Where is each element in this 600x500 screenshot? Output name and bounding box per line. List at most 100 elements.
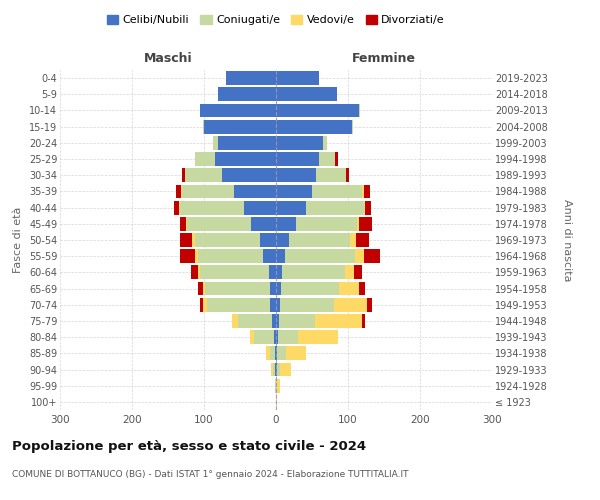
- Bar: [179, 250, 196, 263]
- Bar: [358, 217, 359, 230]
- Bar: [179, 217, 186, 230]
- Bar: [338, 282, 359, 296]
- Bar: [200, 104, 276, 118]
- Bar: [276, 120, 352, 134]
- Text: Maschi: Maschi: [143, 52, 193, 65]
- Bar: [182, 184, 234, 198]
- Bar: [276, 88, 337, 101]
- Bar: [193, 233, 196, 247]
- Bar: [260, 233, 276, 247]
- Bar: [180, 200, 244, 214]
- Bar: [212, 136, 218, 149]
- Bar: [354, 266, 362, 280]
- Bar: [280, 298, 334, 312]
- Bar: [215, 152, 276, 166]
- Bar: [284, 250, 355, 263]
- Bar: [362, 184, 364, 198]
- Bar: [289, 233, 350, 247]
- Bar: [334, 298, 367, 312]
- Bar: [251, 217, 276, 230]
- Bar: [276, 330, 278, 344]
- Bar: [218, 136, 276, 149]
- Bar: [335, 152, 338, 166]
- Bar: [276, 217, 296, 230]
- Bar: [281, 282, 338, 296]
- Bar: [263, 250, 276, 263]
- Bar: [276, 71, 319, 85]
- Bar: [277, 346, 286, 360]
- Bar: [276, 298, 280, 312]
- Bar: [186, 217, 187, 230]
- Bar: [276, 152, 319, 166]
- Bar: [196, 233, 260, 247]
- Bar: [352, 120, 353, 134]
- Bar: [355, 250, 364, 263]
- Bar: [232, 314, 238, 328]
- Bar: [323, 136, 327, 149]
- Text: Popolazione per età, sesso e stato civile - 2024: Popolazione per età, sesso e stato civil…: [12, 440, 366, 453]
- Bar: [179, 233, 193, 247]
- Legend: Celibi/Nubili, Coniugati/e, Vedovi/e, Divorziati/e: Celibi/Nubili, Coniugati/e, Vedovi/e, Di…: [103, 10, 449, 30]
- Bar: [271, 362, 273, 376]
- Bar: [364, 250, 380, 263]
- Bar: [276, 104, 359, 118]
- Bar: [197, 266, 200, 280]
- Bar: [364, 200, 365, 214]
- Bar: [286, 346, 306, 360]
- Bar: [276, 200, 306, 214]
- Bar: [174, 200, 179, 214]
- Bar: [276, 266, 282, 280]
- Bar: [270, 298, 276, 312]
- Bar: [276, 395, 277, 409]
- Bar: [203, 120, 204, 134]
- Bar: [203, 298, 207, 312]
- Bar: [185, 168, 222, 182]
- Bar: [181, 184, 182, 198]
- Bar: [346, 168, 349, 182]
- Bar: [359, 282, 365, 296]
- Bar: [296, 217, 358, 230]
- Bar: [319, 152, 335, 166]
- Bar: [266, 346, 269, 360]
- Bar: [274, 330, 276, 344]
- Bar: [276, 346, 277, 360]
- Text: COMUNE DI BOTTANUCO (BG) - Dati ISTAT 1° gennaio 2024 - Elaborazione TUTTITALIA.: COMUNE DI BOTTANUCO (BG) - Dati ISTAT 1°…: [12, 470, 409, 479]
- Bar: [179, 200, 180, 214]
- Bar: [187, 217, 251, 230]
- Bar: [275, 362, 276, 376]
- Bar: [276, 184, 312, 198]
- Bar: [276, 250, 284, 263]
- Bar: [197, 282, 203, 296]
- Bar: [315, 314, 362, 328]
- Bar: [222, 168, 276, 182]
- Bar: [205, 282, 270, 296]
- Bar: [276, 282, 281, 296]
- Bar: [365, 200, 371, 214]
- Bar: [191, 266, 197, 280]
- Bar: [272, 314, 276, 328]
- Bar: [250, 330, 254, 344]
- Bar: [312, 184, 362, 198]
- Bar: [367, 298, 372, 312]
- Bar: [203, 282, 205, 296]
- Bar: [269, 346, 275, 360]
- Bar: [182, 168, 185, 182]
- Text: Femmine: Femmine: [352, 52, 416, 65]
- Y-axis label: Anni di nascita: Anni di nascita: [562, 198, 572, 281]
- Bar: [176, 184, 181, 198]
- Bar: [356, 233, 369, 247]
- Bar: [316, 168, 346, 182]
- Bar: [276, 136, 323, 149]
- Bar: [276, 362, 277, 376]
- Bar: [280, 362, 291, 376]
- Bar: [218, 88, 276, 101]
- Bar: [198, 250, 263, 263]
- Bar: [350, 233, 356, 247]
- Bar: [276, 379, 277, 392]
- Bar: [282, 266, 345, 280]
- Bar: [269, 266, 276, 280]
- Bar: [277, 362, 280, 376]
- Bar: [204, 120, 276, 134]
- Y-axis label: Fasce di età: Fasce di età: [13, 207, 23, 273]
- Bar: [306, 200, 364, 214]
